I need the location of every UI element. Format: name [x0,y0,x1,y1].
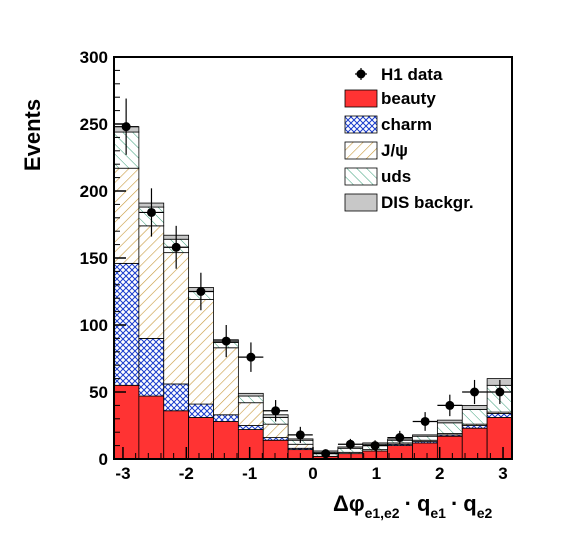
bar-beauty-bin-15 [486,417,513,460]
bar-beauty-bin-12 [412,442,438,460]
x-axis-label-sub3: e2 [477,505,493,521]
y-tick-label: 300 [80,48,108,67]
bar-beauty-bin-1 [138,395,165,460]
bar-dis-bin-5 [237,392,264,397]
data-point [287,426,313,443]
bar-beauty-bin-5 [237,429,264,460]
bar-dis-bin-13 [436,419,463,424]
data-point [437,394,463,417]
bar-dis-bin-14 [461,404,488,410]
y-axis-label: Events [20,99,45,171]
bar-beauty-bin-4 [213,421,239,460]
x-axis-label: Δφe1,e2 · qe1 · qe2 [333,491,493,521]
data-point [263,400,289,422]
x-tick-label: 2 [435,464,444,483]
x-tick-label: -2 [179,464,194,483]
x-tick-label: -3 [115,464,130,483]
bar-charm-bin-4 [213,414,239,422]
x-axis-ticks: -3 -2 -1 0 1 2 3 [115,447,508,483]
data-points [113,98,513,459]
legend-swatch-charm [344,115,378,134]
data-point [139,188,164,237]
x-axis-label-main: Δφ [333,491,365,516]
bar-beauty-bin-14 [461,427,488,460]
x-tick-label: 0 [308,464,317,483]
data-point [238,342,264,372]
data-point [362,440,388,451]
bar-dis-bin-12 [412,434,438,437]
bar-beauty-bin-10 [362,450,389,460]
bar-beauty-bin-6 [262,439,289,460]
data-point [163,225,189,269]
legend-label-uds: uds [381,167,411,186]
data-point [412,412,438,431]
legend-label-charm: charm [381,115,432,134]
legend-swatch-uds [344,167,378,186]
bar-uds-bin-13 [436,422,463,434]
x-axis-label-sub2: e1 [430,505,446,521]
x-tick-label: -1 [242,464,257,483]
bar-jpsi-bin-1 [138,225,165,339]
bar-charm-bin-1 [138,337,165,397]
data-point [462,379,487,405]
y-tick-label: 150 [80,249,108,268]
bar-jpsi-bin-0 [113,167,140,264]
x-tick-label: 3 [498,464,507,483]
legend-swatch-dis [344,193,378,212]
y-tick-label: 50 [89,383,108,402]
bar-uds-bin-14 [461,409,488,425]
data-point [213,325,239,358]
bar-uds-bin-12 [412,435,438,441]
bar-jpsi-bin-5 [237,402,264,426]
data-point [387,430,413,445]
y-tick-label: 250 [80,115,108,134]
legend: H1 data beauty charm J/ψ uds DIS backgr. [344,65,474,212]
legend-label-data: H1 data [381,65,443,84]
x-axis-label-q2: q [463,491,476,516]
x-axis-label-sub1: e1,e2 [365,505,400,521]
bar-beauty-bin-13 [436,435,463,460]
legend-label-beauty: beauty [381,89,436,108]
data-point [188,272,214,311]
bar-jpsi-bin-4 [213,347,239,416]
bar-charm-bin-15 [486,413,513,418]
bar-jpsi-bin-6 [262,423,289,438]
legend-label-dis: DIS backgr. [381,193,474,212]
bar-jpsi-bin-2 [163,252,190,385]
x-axis-label-dot1: · [405,491,412,516]
y-tick-label: 200 [80,182,108,201]
bar-beauty-bin-11 [387,445,413,460]
bar-beauty-bin-2 [163,410,190,460]
y-tick-label: 100 [80,316,108,335]
bar-jpsi-bin-7 [287,443,314,449]
bar-charm-bin-3 [188,403,214,418]
x-tick-label: 1 [372,464,381,483]
data-point [337,438,363,450]
bar-charm-bin-6 [262,437,289,441]
x-axis-label-dot2: · [451,491,458,516]
legend-label-jpsi: J/ψ [381,141,408,160]
legend-swatch-jpsi [344,141,378,160]
x-axis-label-q1: q [417,491,430,516]
data-point [487,379,513,405]
bar-charm-bin-14 [461,425,488,429]
bar-beauty-bin-0 [113,384,140,460]
bar-charm-bin-2 [163,383,190,412]
y-axis-ticks: 0 50 100 150 200 250 300 [80,48,126,469]
bar-jpsi-bin-3 [188,299,214,405]
legend-swatch-beauty [344,89,378,108]
y-tick-label: 0 [99,450,108,469]
bar-charm-bin-5 [237,425,264,430]
bar-beauty-bin-3 [188,417,214,460]
bar-uds-bin-5 [237,395,264,404]
